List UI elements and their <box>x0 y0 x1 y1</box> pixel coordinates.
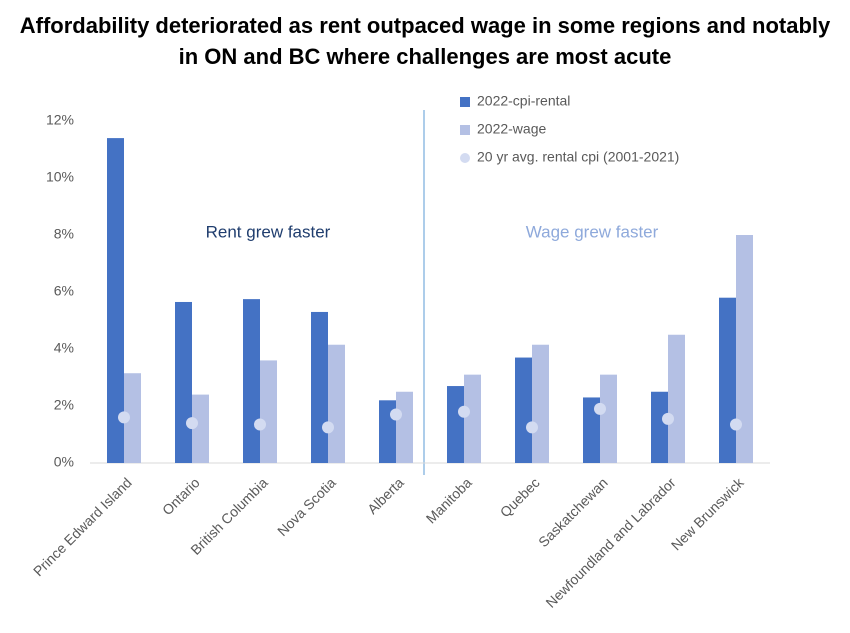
bar <box>396 391 413 463</box>
dot <box>526 421 538 434</box>
chart-title: Affordability deteriorated as rent outpa… <box>19 13 831 69</box>
x-tick-label: Alberta <box>364 474 407 517</box>
bar <box>719 297 736 463</box>
bar <box>260 360 277 463</box>
x-tick-label: Manitoba <box>423 474 475 526</box>
y-tick-label: 6% <box>54 283 74 299</box>
x-tick-label: Prince Edward Island <box>30 474 135 579</box>
x-tick-label: Quebec <box>497 474 543 520</box>
legend-swatch <box>460 125 470 135</box>
y-tick-label: 12% <box>46 112 74 128</box>
x-tick-label: Newfoundland and Labrador <box>542 474 678 610</box>
dot <box>594 402 606 415</box>
x-tick-label: New Brunswick <box>668 474 748 554</box>
y-tick-label: 8% <box>54 226 74 242</box>
dot <box>322 421 334 434</box>
legend-swatch <box>460 153 470 163</box>
x-tick-label: Nova Scotia <box>274 474 339 539</box>
dot <box>186 417 198 430</box>
annotation: Wage grew faster <box>526 222 659 241</box>
bar <box>651 391 668 463</box>
legend-swatch <box>460 97 470 107</box>
legend-label: 20 yr avg. rental cpi (2001-2021) <box>477 149 679 165</box>
bar <box>668 334 685 463</box>
bar <box>243 299 260 463</box>
dot <box>390 408 402 421</box>
y-tick-label: 2% <box>54 397 74 413</box>
x-tick-label: Saskatchewan <box>535 474 611 550</box>
x-tick-label: Ontario <box>159 474 203 518</box>
dot <box>118 411 130 424</box>
y-tick-label: 10% <box>46 169 74 185</box>
bar <box>328 344 345 463</box>
bar <box>192 394 209 463</box>
bar <box>311 311 328 463</box>
dot <box>254 418 266 431</box>
y-tick-label: 4% <box>54 340 74 356</box>
dot <box>458 405 470 418</box>
bar <box>447 386 464 463</box>
dot <box>730 418 742 431</box>
bar <box>600 374 617 463</box>
bar <box>532 344 549 463</box>
bar <box>464 374 481 463</box>
legend-label: 2022-wage <box>477 121 546 137</box>
legend-label: 2022-cpi-rental <box>477 93 570 109</box>
y-tick-label: 0% <box>54 454 74 470</box>
dot <box>662 412 674 425</box>
bar <box>515 357 532 463</box>
bar <box>175 301 192 463</box>
bar <box>124 373 141 463</box>
bar <box>736 235 753 463</box>
annotation: Rent grew faster <box>206 222 331 241</box>
bar <box>583 397 600 463</box>
bar <box>107 138 124 463</box>
